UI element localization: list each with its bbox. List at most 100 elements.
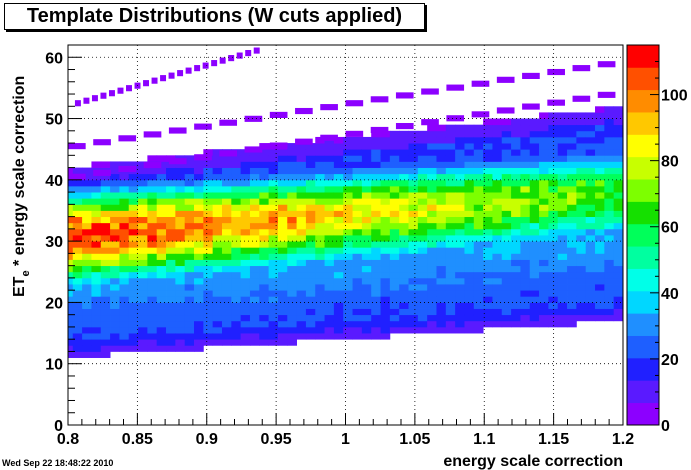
heatmap-cell (315, 136, 325, 144)
heatmap-cell (529, 185, 540, 193)
heatmap-cell (604, 185, 615, 193)
heatmap-cell (408, 253, 419, 260)
heatmap-cell (520, 259, 531, 267)
heatmap-cell (305, 143, 316, 150)
heatmap-cell (604, 284, 615, 291)
heatmap-cell (343, 253, 353, 260)
heatmap-cell (380, 296, 391, 303)
heatmap-cell (483, 265, 493, 273)
heatmap-cell (464, 271, 475, 279)
heatmap-cell (194, 290, 204, 297)
heatmap-cell (268, 314, 279, 322)
heatmap-cell (408, 228, 419, 236)
heatmap-cell (464, 136, 475, 144)
heatmap-cell (305, 167, 316, 175)
heatmap-cell (455, 235, 465, 242)
heatmap-cell (371, 210, 381, 218)
heatmap-cell (315, 179, 325, 187)
heatmap-cell (72, 235, 83, 242)
heatmap-cell (567, 179, 577, 187)
heatmap-cell (296, 333, 307, 340)
heatmap-cell (539, 204, 549, 211)
heatmap-cell (539, 112, 549, 119)
heatmap-cell (613, 179, 624, 187)
heatmap-cell (557, 308, 568, 316)
heatmap-cell (492, 210, 503, 218)
heatmap-cell (529, 290, 540, 297)
heatmap-cell (100, 296, 111, 303)
heatmap-cell (333, 216, 344, 224)
heatmap-cell (539, 222, 549, 230)
heatmap-cell (119, 161, 130, 168)
streak-segment (370, 126, 389, 134)
heatmap-cell (548, 112, 559, 119)
heatmap-cell (287, 302, 297, 309)
heatmap-cell (371, 198, 381, 205)
heatmap-cell (613, 167, 624, 175)
heatmap-cell (567, 192, 577, 199)
heatmap-cell (455, 284, 465, 291)
heatmap-cell (427, 149, 437, 156)
heatmap-cell (91, 302, 102, 309)
heatmap-cell (399, 179, 409, 187)
heatmap-cell (128, 228, 139, 236)
heatmap-cell (389, 259, 400, 267)
heatmap-cell (389, 210, 400, 218)
heatmap-cell (464, 259, 475, 267)
heatmap-cell (128, 198, 139, 205)
heatmap-cell (408, 161, 419, 168)
heatmap-cell (268, 271, 279, 279)
heatmap-cell (259, 167, 270, 175)
heatmap-cell (147, 290, 158, 297)
y-tick-label: 10 (45, 357, 63, 374)
heatmap-cell (259, 185, 270, 193)
heatmap-cell (324, 302, 335, 309)
heatmap-cell (567, 284, 577, 291)
heatmap-cell (436, 259, 447, 267)
heatmap-cell (212, 149, 223, 156)
heatmap-cell (221, 314, 232, 322)
heatmap-cell (380, 204, 391, 211)
heatmap-cell (399, 161, 409, 168)
heatmap-cell (194, 333, 204, 340)
heatmap-cell (138, 302, 148, 309)
heatmap-cell (128, 235, 139, 242)
heatmap-cell (305, 198, 316, 205)
heatmap-cell (389, 216, 400, 224)
heatmap-cell (371, 320, 381, 328)
heatmap-cell (203, 314, 214, 322)
heatmap-cell (82, 235, 92, 242)
heatmap-cell (343, 136, 353, 144)
palette-bin (627, 357, 659, 381)
heatmap-cell (212, 173, 223, 181)
heatmap-cell (231, 222, 242, 230)
heatmap-cell (445, 136, 456, 144)
heatmap-cell (604, 290, 615, 297)
heatmap-cell (380, 216, 391, 224)
heatmap-cell (436, 320, 447, 328)
heatmap-cell (147, 314, 158, 322)
heatmap-cell (539, 210, 549, 218)
heatmap-cell (408, 314, 419, 322)
streak-segment (547, 68, 565, 76)
heatmap-cell (539, 216, 549, 224)
heatmap-cell (333, 241, 344, 248)
heatmap-cell (68, 284, 74, 291)
heatmap-cell (539, 136, 549, 144)
heatmap-cell (352, 143, 363, 150)
heatmap-cell (604, 296, 615, 303)
heatmap-cell (361, 192, 372, 199)
streak-segment (236, 52, 243, 59)
heatmap-cell (138, 192, 148, 199)
heatmap-cell (287, 155, 297, 162)
heatmap-cell (511, 277, 521, 285)
heatmap-cell (249, 247, 260, 254)
heatmap-cell (464, 173, 475, 181)
heatmap-cell (613, 247, 624, 254)
heatmap-cell (175, 173, 186, 181)
heatmap-cell (240, 179, 251, 187)
heatmap-cell (511, 265, 521, 273)
heatmap-cell (203, 265, 214, 273)
heatmap-cell (343, 290, 353, 297)
heatmap-cell (324, 222, 335, 230)
